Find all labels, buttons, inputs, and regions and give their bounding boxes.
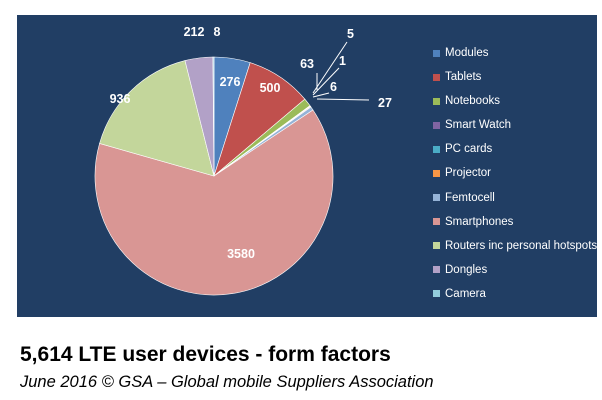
caption-title: 5,614 LTE user devices - form factors — [20, 343, 391, 366]
legend-label: Camera — [445, 287, 486, 300]
pie-chart: 276 500 63 516 27 3580 936 212 8 — [94, 25, 392, 296]
data-label: 1 — [339, 54, 346, 68]
data-label: 212 — [184, 25, 205, 39]
legend-item: Modules — [433, 43, 602, 63]
data-label: 276 — [220, 75, 241, 89]
legend-label: Smart Watch — [445, 119, 512, 132]
legend-swatch — [433, 49, 440, 57]
data-label: 5 — [347, 27, 354, 41]
legend-swatch — [433, 121, 440, 129]
legend-swatch — [433, 73, 440, 81]
leader-line — [312, 92, 330, 98]
legend-item: PC cards — [433, 139, 602, 159]
legend-swatch — [433, 194, 440, 202]
legend-label: Dongles — [445, 263, 488, 276]
data-label: 27 — [378, 96, 392, 110]
legend-item: Smartphones — [433, 212, 602, 232]
legend-item: Dongles — [433, 260, 602, 280]
legend-swatch — [433, 290, 440, 298]
data-label: 8 — [214, 25, 221, 39]
legend-item: Routers inc personal hotspots — [433, 236, 602, 256]
legend-item: Notebooks — [433, 91, 602, 111]
data-label: 936 — [110, 92, 131, 106]
pie-slice-routers-inc-personal-hotspots — [99, 60, 215, 177]
data-label: 3580 — [227, 247, 255, 261]
legend-label: Smartphones — [445, 215, 514, 228]
legend-item: Femtocell — [433, 188, 602, 208]
pie-slice-smartphones — [94, 109, 334, 296]
leader-line — [312, 41, 348, 94]
legend-label: Projector — [445, 167, 492, 180]
legend-swatch — [433, 145, 440, 153]
chart-panel: 276 500 63 5 1 6 27 3580 936 212 8 Modules Tablets N… — [17, 15, 597, 317]
legend-label: Notebooks — [445, 95, 500, 108]
legend-swatch — [433, 242, 440, 250]
legend-item: Smart Watch — [433, 115, 602, 135]
legend-swatch — [433, 266, 440, 274]
legend-swatch — [433, 97, 440, 105]
caption-subtitle: June 2016 © GSA – Global mobile Supplier… — [20, 373, 434, 391]
legend-label: Tablets — [445, 71, 482, 84]
legend-label: PC cards — [445, 143, 493, 156]
legend-label: Modules — [445, 47, 489, 59]
legend: Modules Tablets Notebooks Smart Watch PC car… — [433, 43, 602, 308]
legend-swatch — [433, 218, 440, 226]
legend-label: Femtocell — [445, 191, 495, 204]
data-label: 6 — [330, 80, 337, 94]
leader-line — [316, 98, 370, 101]
legend-item: Projector — [433, 163, 602, 183]
data-label: 63 — [300, 57, 314, 71]
data-label: 500 — [260, 81, 281, 95]
legend-label: Routers inc personal hotspots — [445, 239, 598, 252]
pie-slice-camera — [212, 56, 215, 177]
legend-item: Tablets — [433, 67, 602, 87]
leader-line — [312, 67, 340, 96]
legend-swatch — [433, 169, 440, 177]
legend-item: Camera — [433, 284, 602, 304]
